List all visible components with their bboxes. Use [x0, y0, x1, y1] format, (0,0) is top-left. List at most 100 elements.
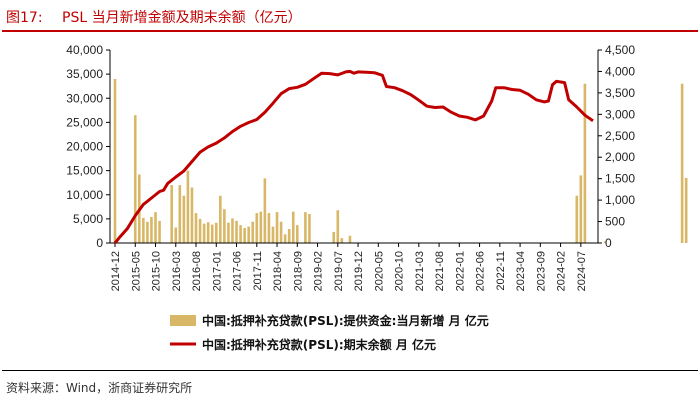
- right-tick-label: 2,000: [605, 150, 635, 164]
- bar: [583, 83, 587, 244]
- source-note: 资料来源：Wind，浙商证券研究所: [6, 381, 193, 395]
- x-tick-label: 2017-01: [211, 251, 223, 291]
- bar: [291, 211, 295, 243]
- bar: [133, 115, 137, 243]
- left-tick-label: 10,000: [66, 188, 103, 202]
- x-tick-label: 2014-12: [110, 251, 122, 291]
- right-tick-label: 4,500: [605, 43, 635, 57]
- legend-line-label: 中国:抵押补充贷款(PSL):期末余额 月 亿元: [202, 337, 436, 352]
- bar: [332, 231, 336, 243]
- x-tick-label: 2021-08: [434, 251, 446, 291]
- right-tick-label: 3,000: [605, 107, 635, 121]
- right-tick-label: 3,500: [605, 86, 635, 100]
- bar: [150, 216, 153, 243]
- bar: [174, 227, 178, 243]
- bar: [182, 195, 186, 243]
- x-tick-label: 2021-03: [414, 251, 426, 291]
- bar: [198, 218, 202, 243]
- x-tick-label: 2019-02: [313, 251, 325, 291]
- x-tick-label: 2019-07: [333, 251, 345, 291]
- bar: [295, 225, 299, 243]
- x-tick-label: 2024-07: [576, 251, 588, 291]
- legend-bar-swatch: [170, 315, 196, 326]
- x-tick-label: 2022-06: [475, 251, 487, 291]
- bar: [263, 178, 267, 243]
- bar: [275, 212, 279, 243]
- x-tick-label: 2018-04: [272, 251, 284, 291]
- left-tick-label: 25,000: [66, 115, 103, 129]
- bar: [336, 210, 340, 243]
- bar: [603, 241, 607, 243]
- right-tick-label: 500: [605, 215, 625, 229]
- bar: [308, 214, 311, 243]
- right-axis-ticks: 0 500 1,000 1,500 2,000 2,500 3,000 3,500 4,000 4…: [598, 43, 635, 250]
- x-tick-label: 2024-02: [556, 251, 568, 291]
- bar: [267, 213, 271, 243]
- bar: [283, 234, 287, 243]
- bar: [186, 170, 190, 243]
- figure-footer: 资料来源：Wind，浙商证券研究所: [2, 370, 698, 407]
- bar: [279, 221, 283, 243]
- bar: [190, 187, 194, 243]
- bar: [680, 83, 684, 244]
- bar: [158, 220, 161, 243]
- bar: [247, 226, 250, 243]
- bar: [575, 195, 579, 243]
- bar: [202, 223, 206, 243]
- x-tick-label: 2020-05: [373, 251, 385, 291]
- left-tick-label: 0: [96, 236, 103, 250]
- bar: [259, 211, 263, 243]
- legend-bar-label: 中国:抵押补充贷款(PSL):提供资金:当月新增 月 亿元: [202, 313, 489, 328]
- left-tick-label: 40,000: [66, 43, 103, 57]
- bar: [340, 238, 344, 243]
- x-tick-label: 2016-03: [171, 251, 183, 291]
- left-axis-ticks: 0 5,000 10,000 15,000 20,000 25,000 30,000 35,0…: [66, 43, 110, 250]
- left-tick-label: 35,000: [66, 67, 103, 81]
- bar: [210, 224, 214, 243]
- x-tick-label: 2023-09: [535, 251, 547, 291]
- x-tick-label: 2022-11: [495, 251, 507, 291]
- bar: [348, 235, 352, 243]
- bar: [154, 212, 157, 243]
- bar: [235, 220, 238, 243]
- right-tick-label: 4,000: [605, 64, 635, 78]
- psl-chart: 0 5,000 10,000 15,000 20,000 25,000 30,000 35,0…: [66, 43, 688, 352]
- balance-line: [113, 69, 594, 244]
- x-tick-label: 2019-12: [353, 251, 365, 291]
- bar: [239, 225, 242, 243]
- x-tick-label: 2018-09: [292, 251, 304, 291]
- right-tick-label: 2,500: [605, 129, 635, 143]
- figure-header: 图17: PSL 当月新增金额及期末余额（亿元）: [2, 4, 698, 32]
- left-tick-label: 20,000: [66, 140, 103, 154]
- bar: [219, 195, 222, 243]
- right-tick-label: 0: [605, 236, 612, 250]
- bar: [194, 213, 198, 243]
- figure-title: PSL 当月新增金额及期末余额（亿元）: [62, 10, 302, 26]
- bar: [113, 78, 117, 243]
- left-tick-label: 5,000: [73, 212, 103, 226]
- bar: [206, 222, 210, 243]
- left-tick-label: 30,000: [66, 91, 103, 105]
- x-tick-label: 2017-11: [252, 251, 264, 291]
- x-tick-label: 2022-01: [454, 251, 466, 291]
- left-tick-label: 15,000: [66, 164, 103, 178]
- x-axis-ticks: 2014-12 2015-05 2015-10 2016-03 2016-08 2017-…: [110, 243, 588, 291]
- bar: [146, 221, 149, 243]
- bar: [227, 222, 230, 243]
- bar: [251, 221, 255, 243]
- bar: [170, 185, 174, 243]
- bar: [255, 213, 259, 243]
- figure-number: 图17:: [6, 10, 43, 26]
- bar: [142, 217, 145, 243]
- right-tick-label: 1,500: [605, 172, 635, 186]
- x-tick-label: 2020-10: [394, 251, 406, 291]
- x-tick-label: 2017-06: [232, 251, 244, 291]
- bar: [178, 185, 182, 243]
- bar: [287, 229, 291, 243]
- bar: [271, 226, 275, 243]
- bar: [579, 175, 583, 243]
- bar: [243, 228, 246, 243]
- legend: 中国:抵押补充贷款(PSL):提供资金:当月新增 月 亿元 中国:抵押补充贷款(…: [170, 313, 489, 352]
- bar: [223, 209, 226, 243]
- bar-series: [113, 78, 688, 244]
